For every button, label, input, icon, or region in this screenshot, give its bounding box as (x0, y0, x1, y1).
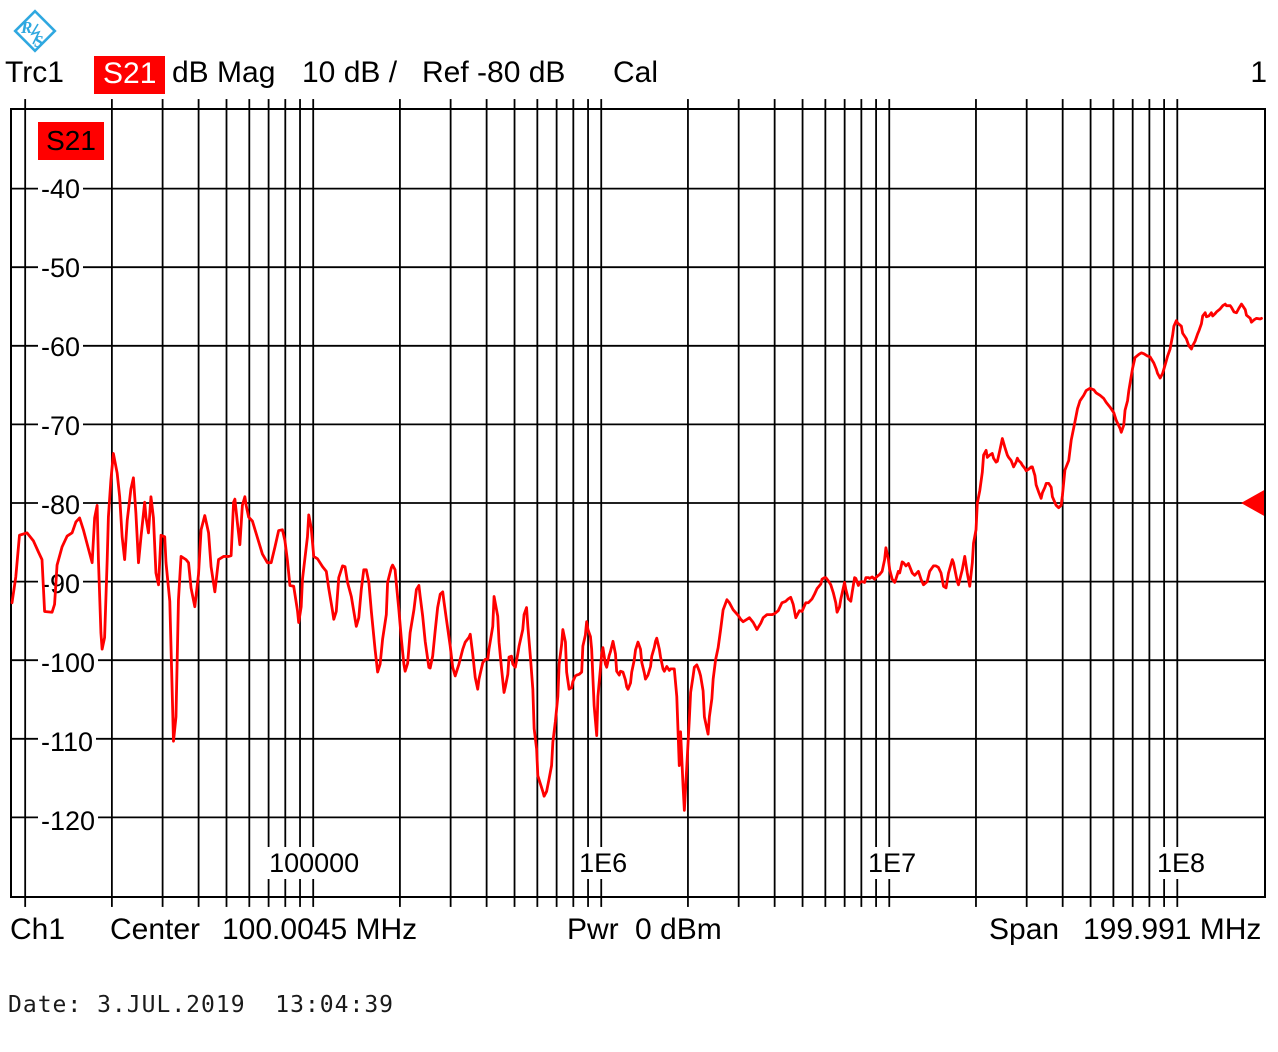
svg-text:S: S (34, 32, 43, 51)
x-axis-label: 1E8 (1153, 847, 1209, 879)
measurement-badge[interactable]: S21 (94, 56, 166, 94)
y-axis-label: -90 (38, 568, 84, 600)
center-value[interactable]: 100.0045 MHz (222, 913, 418, 946)
y-axis-label: -120 (38, 805, 99, 837)
grid-layer (12, 99, 1264, 907)
center-label: Center (110, 913, 201, 946)
channel-settings-bar: Ch1 Center 100.0045 MHz Pwr 0 dBm Span 1… (10, 913, 1266, 951)
y-axis-label: -40 (38, 173, 84, 205)
diagram-area: S21 -40 -50 -60 -70 -80 -90 -100 -110 -120 100000… (10, 99, 1266, 907)
y-axis-label: -110 (38, 726, 97, 758)
y-axis-label: -70 (38, 410, 84, 442)
y-axis-label: -50 (38, 252, 84, 284)
rohde-schwarz-logo: R S (8, 4, 62, 63)
svg-text:R: R (20, 18, 32, 37)
reference-level[interactable]: Ref -80 dB (422, 56, 566, 89)
window-number: 1 (1250, 56, 1267, 89)
x-axis-label: 1E6 (576, 847, 631, 879)
trace-settings-bar: Trc1 S21 dB Mag 10 dB / Ref -80 dB Cal 1 (5, 56, 1273, 98)
span-label: Span (989, 913, 1060, 946)
power-value[interactable]: 0 dBm (635, 913, 722, 946)
y-axis-label: -100 (38, 647, 99, 679)
y-axis-label: -60 (38, 331, 84, 363)
trace-format[interactable]: dB Mag (172, 56, 276, 89)
cal-status: Cal (613, 56, 659, 89)
y-axis-label: -80 (38, 489, 84, 521)
span-value[interactable]: 199.991 MHz (1083, 913, 1262, 946)
trace-scale[interactable]: 10 dB / (302, 56, 398, 89)
x-axis-label: 1E7 (865, 847, 920, 879)
x-axis-label: 100000 (266, 847, 363, 879)
rs-diamond-icon: R S (13, 9, 57, 53)
trace-name[interactable]: Trc1 (5, 56, 64, 89)
trace-label-badge[interactable]: S21 (38, 122, 104, 160)
channel-name[interactable]: Ch1 (10, 913, 66, 946)
power-label: Pwr (567, 913, 619, 946)
date-status-line: Date: 3.JUL.2019 13:04:39 (8, 992, 395, 1018)
